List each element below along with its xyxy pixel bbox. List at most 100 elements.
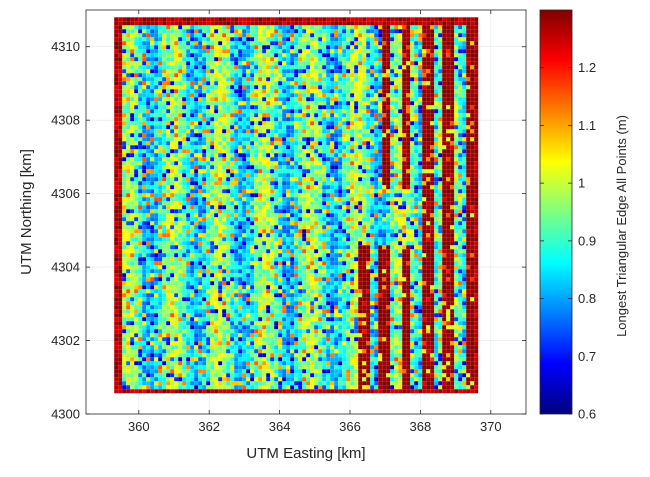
heatmap-cell: [250, 225, 255, 230]
heatmap-cell: [426, 197, 431, 202]
heatmap-cell: [202, 89, 207, 94]
heatmap-cell: [146, 173, 151, 178]
heatmap-cell: [326, 45, 331, 50]
heatmap-cell: [262, 69, 267, 74]
heatmap-cell: [406, 217, 411, 222]
heatmap-cell: [214, 37, 219, 42]
heatmap-cell: [358, 77, 363, 82]
heatmap-cell: [366, 201, 371, 206]
heatmap-cell: [398, 97, 403, 102]
heatmap-cell: [470, 157, 475, 162]
heatmap-cell: [418, 77, 423, 82]
heatmap-cell: [362, 153, 367, 158]
heatmap-cell: [118, 229, 123, 234]
heatmap-cell: [218, 17, 223, 22]
heatmap-cell: [338, 165, 343, 170]
heatmap-cell: [322, 129, 327, 134]
heatmap-cell: [234, 65, 239, 70]
heatmap-cell: [442, 57, 447, 62]
heatmap-cell: [178, 25, 183, 30]
heatmap-cell: [198, 33, 203, 38]
heatmap-cell: [422, 57, 427, 62]
heatmap-cell: [146, 209, 151, 214]
heatmap-cell: [362, 21, 367, 26]
heatmap-cell: [198, 161, 203, 166]
heatmap-cell: [158, 29, 163, 34]
heatmap-cell: [206, 177, 211, 182]
heatmap-cell: [438, 105, 443, 110]
heatmap-cell: [310, 181, 315, 186]
heatmap-cell: [234, 45, 239, 50]
heatmap-cell: [314, 85, 319, 90]
heatmap-cell: [398, 177, 403, 182]
heatmap-cell: [314, 217, 319, 222]
heatmap-cell: [286, 73, 291, 78]
heatmap-cell: [190, 169, 195, 174]
heatmap-cell: [350, 57, 355, 62]
heatmap-cell: [238, 177, 243, 182]
heatmap-cell: [266, 117, 271, 122]
heatmap-cell: [326, 101, 331, 106]
heatmap-cell: [374, 29, 379, 34]
heatmap-cell: [474, 129, 479, 134]
heatmap-cell: [298, 61, 303, 66]
heatmap-cell: [138, 21, 143, 26]
heatmap-cell: [250, 89, 255, 94]
heatmap-cell: [302, 185, 307, 190]
heatmap-cell: [446, 161, 451, 166]
heatmap-cell: [302, 125, 307, 130]
heatmap-cell: [278, 49, 283, 54]
heatmap-cell: [262, 153, 267, 158]
heatmap-cell: [398, 225, 403, 230]
heatmap-cell: [326, 73, 331, 78]
heatmap-cell: [454, 149, 459, 154]
heatmap-cell: [250, 113, 255, 118]
heatmap-cell: [202, 49, 207, 54]
heatmap-cell: [430, 121, 435, 126]
heatmap-cell: [206, 29, 211, 34]
heatmap-cell: [410, 129, 415, 134]
heatmap-cell: [126, 169, 131, 174]
heatmap-cell: [146, 89, 151, 94]
heatmap-cell: [146, 213, 151, 218]
heatmap-cell: [366, 57, 371, 62]
heatmap-cell: [158, 121, 163, 126]
heatmap-cell: [430, 137, 435, 142]
heatmap-cell: [274, 53, 279, 58]
heatmap-cell: [374, 61, 379, 66]
heatmap-cell: [250, 229, 255, 234]
heatmap-cell: [182, 17, 187, 22]
heatmap-cell: [438, 77, 443, 82]
heatmap-cell: [250, 41, 255, 46]
heatmap-cell: [438, 153, 443, 158]
heatmap-cell: [190, 41, 195, 46]
heatmap-cell: [418, 85, 423, 90]
heatmap-cell: [434, 193, 439, 198]
heatmap-cell: [230, 125, 235, 130]
heatmap-cell: [426, 29, 431, 34]
heatmap-cell: [162, 173, 167, 178]
heatmap-cell: [398, 25, 403, 30]
heatmap-cell: [470, 189, 475, 194]
heatmap-cell: [470, 121, 475, 126]
heatmap-cell: [138, 117, 143, 122]
heatmap-cell: [434, 25, 439, 30]
heatmap-cell: [234, 229, 239, 234]
heatmap-cell: [238, 149, 243, 154]
heatmap-cell: [434, 97, 439, 102]
heatmap-cell: [314, 225, 319, 230]
heatmap-cell: [302, 161, 307, 166]
heatmap-cell: [130, 57, 135, 62]
heatmap-cell: [262, 105, 267, 110]
heatmap-cell: [190, 177, 195, 182]
heatmap-cell: [242, 101, 247, 106]
heatmap-cell: [402, 25, 407, 30]
heatmap-cell: [466, 69, 471, 74]
heatmap-cell: [410, 225, 415, 230]
heatmap-cell: [154, 65, 159, 70]
heatmap-cell: [430, 145, 435, 150]
heatmap-cell: [142, 97, 147, 102]
heatmap-cell: [258, 153, 263, 158]
heatmap-cell: [266, 153, 271, 158]
heatmap-cell: [258, 101, 263, 106]
